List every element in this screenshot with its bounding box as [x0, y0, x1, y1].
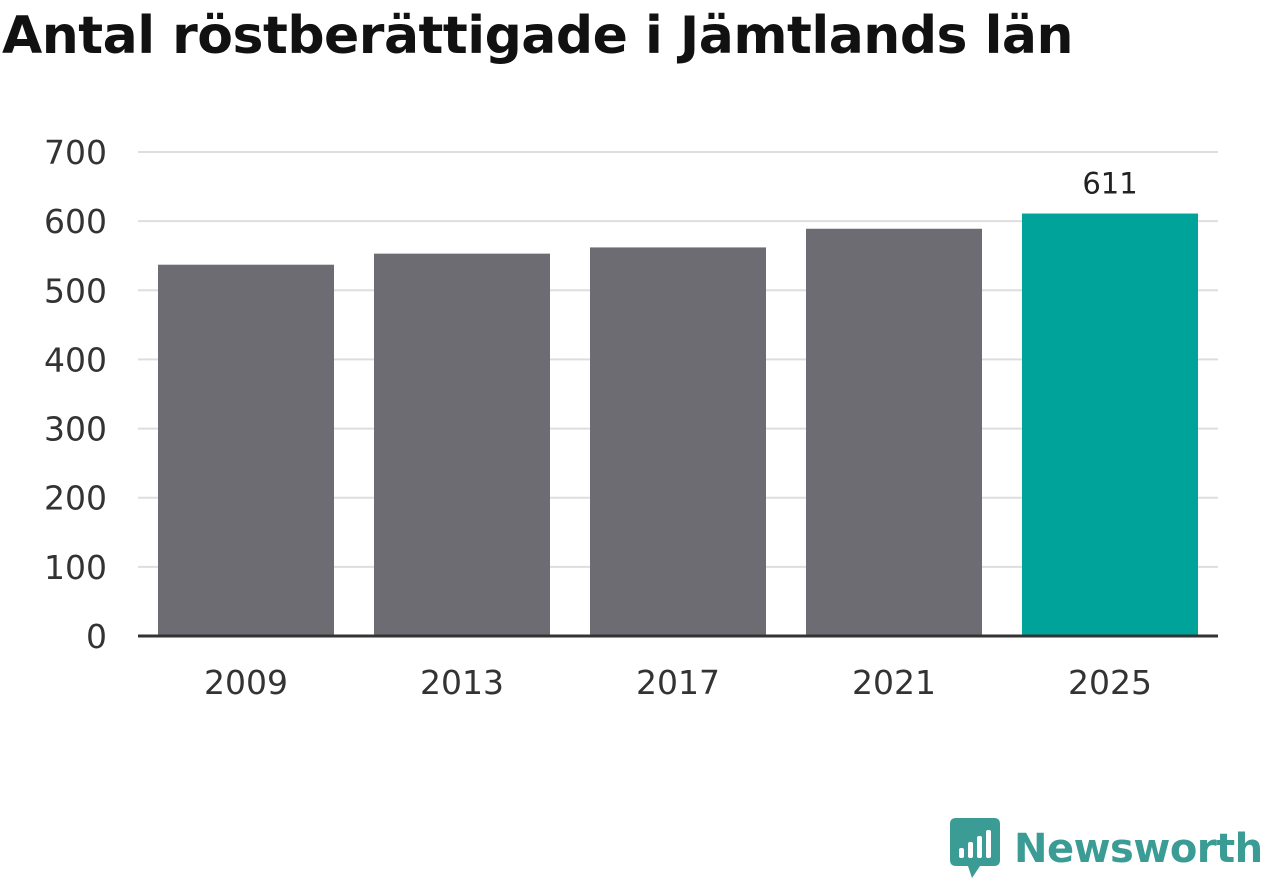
y-tick-label: 300: [44, 410, 107, 449]
bar: [374, 253, 550, 636]
brand-logo: Newsworthy: [950, 818, 1262, 880]
x-tick-label: 2025: [1068, 663, 1152, 702]
x-tick-label: 2013: [420, 663, 504, 702]
y-tick-label: 100: [44, 548, 107, 587]
chart-bubble-icon: [950, 818, 1000, 878]
y-tick-label: 700: [44, 133, 107, 172]
y-tick-label: 500: [44, 271, 107, 310]
x-tick-label: 2017: [636, 663, 720, 702]
bar: [590, 247, 766, 636]
data-label: 611: [1082, 167, 1137, 201]
y-tick-label: 200: [44, 479, 107, 518]
brand-name: Newsworthy: [1014, 826, 1262, 872]
chart-title: Antal röstberättigade i Jämtlands län: [2, 6, 1074, 66]
y-tick-label: 0: [86, 617, 107, 656]
bar: [1022, 213, 1198, 636]
y-tick-label: 400: [44, 340, 107, 379]
bar: [158, 264, 334, 636]
x-tick-label: 2021: [852, 663, 936, 702]
bar: [806, 228, 982, 636]
x-tick-label: 2009: [204, 663, 288, 702]
y-tick-label: 600: [44, 202, 107, 241]
